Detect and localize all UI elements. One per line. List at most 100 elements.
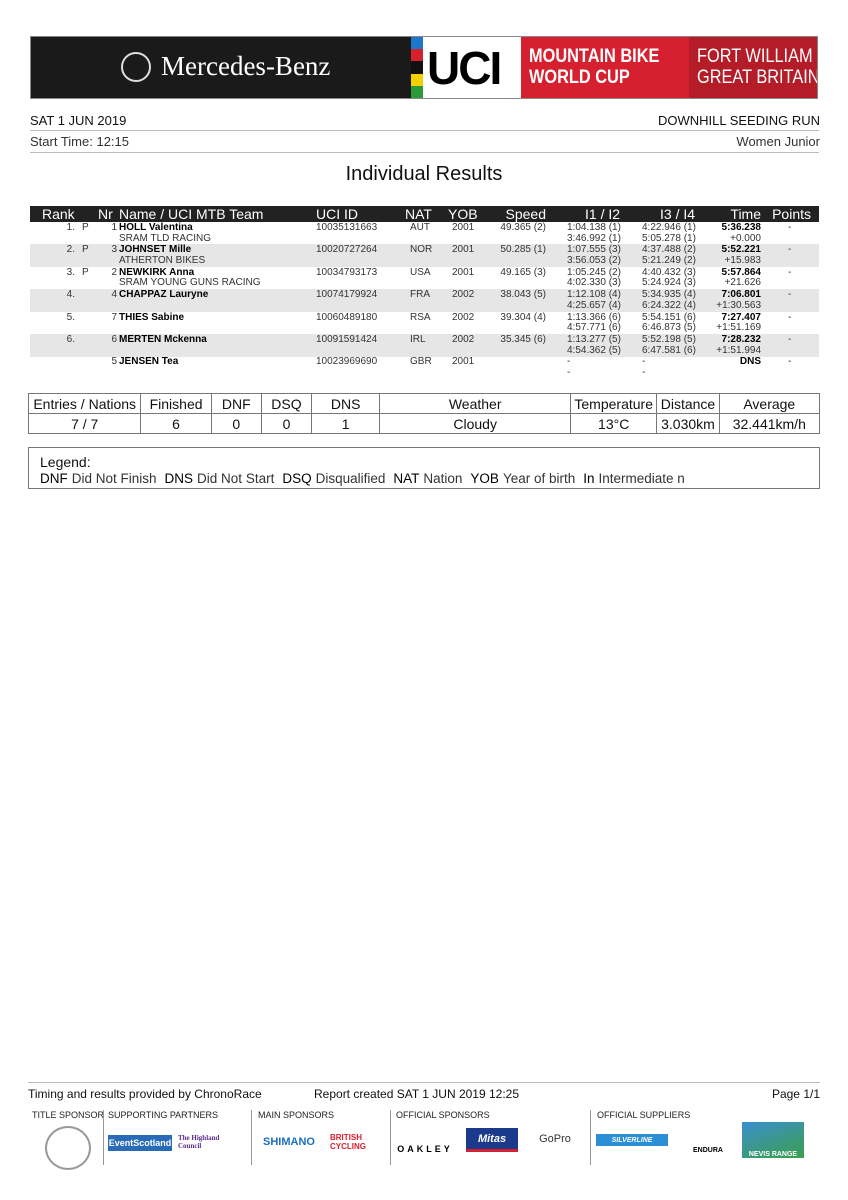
summary-table: Entries / Nations Finished DNF DSQ DNS Weathe… xyxy=(27,393,821,434)
summary-header: Weather xyxy=(379,393,572,414)
cell-i1: 1:04.138 (1) xyxy=(567,222,621,233)
footer-divider xyxy=(28,1082,820,1083)
cell-yob: 2002 xyxy=(452,289,475,301)
cell-points: - xyxy=(788,222,792,233)
cell-uci-id: 10074179924 xyxy=(316,289,378,301)
legend-key: DSQ xyxy=(282,471,312,486)
cell-points: - xyxy=(788,356,792,368)
cell-i1: 1:13.366 (6) xyxy=(567,311,621,323)
cell-uci-id: 10020727264 xyxy=(316,244,378,256)
divider xyxy=(390,1110,391,1165)
race-date: SAT 1 JUN 2019 xyxy=(30,113,127,128)
cell-nr: 7 xyxy=(111,311,117,323)
cell-i2: 3:46.992 (1) xyxy=(567,232,621,244)
official-label: OFFICIAL SPONSORS xyxy=(396,1110,490,1120)
cell-nr: 2 xyxy=(111,266,117,278)
cell-time: 5:36.238 xyxy=(721,222,761,233)
cell-nat: FRA xyxy=(410,289,430,301)
divider xyxy=(103,1110,104,1165)
cell-speed: 49.365 (2) xyxy=(500,222,546,233)
cell-name: JENSEN Tea xyxy=(119,356,179,368)
cell-gap: +21.626 xyxy=(724,277,761,289)
col-uci-id: UCI ID xyxy=(316,206,358,222)
cell-yob: 2001 xyxy=(452,222,475,233)
legend-key: DNS xyxy=(164,471,194,486)
main-label: MAIN SPONSORS xyxy=(258,1110,335,1120)
cell-points: - xyxy=(788,266,792,278)
cell-i3: 5:34.935 (4) xyxy=(642,289,696,301)
venue-name: FORT WILLIAM GREAT BRITAIN xyxy=(689,37,817,98)
legend-key: DNF xyxy=(40,471,68,486)
col-yob: YOB xyxy=(448,206,478,222)
cell-yob: 2001 xyxy=(452,356,475,368)
cell-speed: 49.165 (3) xyxy=(500,266,546,278)
cell-gap: +1:51.169 xyxy=(716,322,761,334)
endura-logo: ENDURA xyxy=(693,1147,723,1154)
cell-nr: 5 xyxy=(111,356,117,368)
legend-box: Legend: DNF Did Not Finish DNS Did Not Star… xyxy=(28,447,820,489)
cell-speed: 39.304 (4) xyxy=(500,311,546,323)
cell-nat: IRL xyxy=(410,334,426,345)
cell-p: P xyxy=(82,244,89,256)
table-row: 1. P 1 HOLL Valentina 10035131663 AUT 2001 49.3… xyxy=(30,222,819,245)
cell-rank: 6. xyxy=(66,334,75,345)
cell-team: SRAM TLD RACING xyxy=(119,232,212,244)
shimano-logo: SHIMANO xyxy=(263,1136,315,1148)
cell-i3: - xyxy=(642,356,646,368)
summary-value: 13°C xyxy=(570,413,658,434)
legend-key: NAT xyxy=(393,471,420,486)
cell-nr: 4 xyxy=(111,289,117,301)
cell-i3: 5:52.198 (5) xyxy=(642,334,696,345)
summary-header: DNF xyxy=(210,393,262,414)
cell-speed: 35.345 (6) xyxy=(500,334,546,345)
col-nat: NAT xyxy=(405,206,432,222)
summary-value: 7 / 7 xyxy=(27,413,142,434)
cell-name: CHAPPAZ Lauryne xyxy=(119,289,209,301)
legend-value: Year of birth xyxy=(502,471,576,486)
cell-rank: 1. xyxy=(66,222,75,233)
cell-time: 7:28.232 xyxy=(721,334,761,345)
cell-i4: 5:24.924 (3) xyxy=(642,277,696,289)
cell-i3: 4:37.488 (2) xyxy=(642,244,696,256)
table-row: 3. P 2 NEWKIRK Anna 10034793173 USA 2001 49.165… xyxy=(30,267,819,290)
table-row: 5. 7 THIES Sabine 10060489180 RSA 2002 39.304 … xyxy=(30,312,819,335)
cell-i4: 5:21.249 (2) xyxy=(642,254,696,266)
cell-i3: 5:54.151 (6) xyxy=(642,311,696,323)
mercedes-logo: Mercedes-Benz xyxy=(121,51,330,82)
cell-name: THIES Sabine xyxy=(119,311,185,323)
start-time: Start Time: 12:15 xyxy=(30,134,129,149)
cell-rank: 4. xyxy=(66,289,75,301)
nevis-range-logo: NEVIS RANGE xyxy=(742,1122,804,1158)
divider xyxy=(30,130,819,131)
cell-i2: 3:56.053 (2) xyxy=(567,254,621,266)
cell-i4: 5:05.278 (1) xyxy=(642,232,696,244)
legend-value: Did Not Start xyxy=(197,471,275,486)
cell-gap: +1:51.994 xyxy=(716,344,761,356)
cell-rank: 3. xyxy=(66,266,75,278)
cell-i4: - xyxy=(642,366,646,378)
summary-value: 32.441km/h xyxy=(718,413,821,434)
table-row: 5 JENSEN Tea 10023969690 GBR 2001- - DNS - - - xyxy=(30,356,819,379)
col-time: Time xyxy=(730,206,761,222)
cell-i2: 4:57.771 (6) xyxy=(567,322,621,334)
cell-speed: 50.285 (1) xyxy=(500,244,546,256)
cell-nat: RSA xyxy=(410,311,431,323)
legend-value: Nation xyxy=(423,471,463,486)
cell-nat: USA xyxy=(410,266,431,278)
cell-i2: 4:54.362 (5) xyxy=(567,344,621,356)
col-i3-i4: I3 / I4 xyxy=(660,206,696,222)
summary-value: 6 xyxy=(140,413,212,434)
table-row: 4. 4 CHAPPAZ Lauryne 10074179924 FRA 2002 38.0… xyxy=(30,289,819,312)
legend-value: Intermediate n xyxy=(598,471,685,486)
summary-value: 0 xyxy=(210,413,262,434)
supporting-label: SUPPORTING PARTNERS xyxy=(108,1110,219,1120)
legend-value: Did Not Finish xyxy=(71,471,157,486)
page-title: Individual Results xyxy=(345,163,503,185)
col-points: Points xyxy=(772,206,811,222)
results-header: Rank Nr Name / UCI MTB Team UCI ID NAT Y… xyxy=(30,206,819,222)
british-cycling-logo: BRITISH CYCLING xyxy=(330,1133,366,1151)
cell-yob: 2001 xyxy=(452,244,475,256)
col-i1-i2: I1 / I2 xyxy=(585,206,621,222)
cell-gap: +0.000 xyxy=(730,232,761,244)
table-row: 2. P 3 JOHNSET Mille 10020727264 NOR 2001 50.28… xyxy=(30,244,819,267)
